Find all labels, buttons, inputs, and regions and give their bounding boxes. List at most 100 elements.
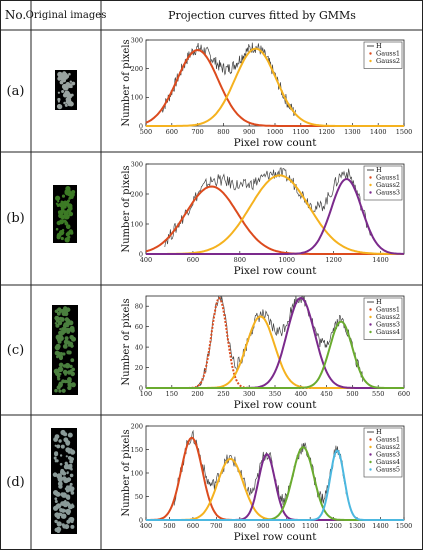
plant-leaf xyxy=(54,434,60,439)
legend-label: Gauss2 xyxy=(376,443,400,451)
x-tick-label: 600 xyxy=(187,256,199,264)
plant-leaf xyxy=(63,101,66,105)
legend-swatch xyxy=(369,315,372,319)
plant-leaf xyxy=(67,235,71,239)
plant-leaf xyxy=(67,456,72,460)
plant-leaf xyxy=(55,195,61,201)
x-tick-label: 150 xyxy=(166,390,178,398)
plant-leaf xyxy=(68,197,71,200)
plant-leaf xyxy=(54,344,61,351)
plant-leaf xyxy=(56,104,62,109)
plant-leaf xyxy=(59,364,62,367)
plant-leaf xyxy=(65,455,68,458)
legend-swatch xyxy=(369,176,372,179)
plant-leaf xyxy=(61,513,65,517)
x-tick-label: 600 xyxy=(398,390,410,398)
plant-leaf xyxy=(66,327,70,332)
plant-leaf xyxy=(65,186,71,192)
legend-swatch xyxy=(369,183,372,187)
plant-leaf xyxy=(57,481,63,487)
legend-label: Gauss3 xyxy=(376,321,400,329)
plant-leaf xyxy=(56,473,62,479)
plant-leaf xyxy=(58,330,63,335)
plant-leaf xyxy=(60,468,65,473)
chart-1: 400 600 800 1000 1200 1400 0 100 200 300 Pixel row… xyxy=(121,160,405,277)
plant-leaf xyxy=(65,441,70,446)
x-tick-label: 1000 xyxy=(278,256,295,264)
legend-label: Gauss5 xyxy=(376,466,400,474)
y-tick-label: 200 xyxy=(131,190,143,198)
plant-leaf xyxy=(70,358,75,363)
legend-box xyxy=(363,165,403,201)
plant-leaf xyxy=(56,521,62,527)
plant-leaf xyxy=(62,364,67,368)
plant-leaf xyxy=(54,497,58,501)
plant-leaf xyxy=(56,370,60,373)
x-tick-label: 1400 xyxy=(372,256,389,264)
legend-swatch xyxy=(369,438,372,441)
plant-leaf xyxy=(57,210,61,214)
x-tick-label: 250 xyxy=(217,390,229,398)
legend-swatch xyxy=(369,453,372,456)
series-H xyxy=(197,295,364,387)
legend-label: H xyxy=(376,428,382,436)
header-no: No. xyxy=(4,8,27,22)
legend-label: H xyxy=(376,166,382,174)
plant-leaf xyxy=(71,81,76,86)
x-tick-label: 600 xyxy=(187,522,199,530)
plant-leaf xyxy=(63,339,69,345)
x-tick-label: 900 xyxy=(257,522,269,530)
y-tick-label: 60 xyxy=(135,323,143,331)
plant-leaf xyxy=(68,380,71,383)
x-tick-label: 800 xyxy=(234,256,246,264)
series-gauss2 xyxy=(146,47,404,127)
y-tick-label: 300 xyxy=(131,36,143,44)
plant-leaf xyxy=(66,471,69,474)
legend-swatch xyxy=(369,191,372,194)
plant-leaf xyxy=(59,80,64,85)
plant-leaf xyxy=(65,494,71,500)
legend-swatch xyxy=(369,59,372,63)
plant-leaf xyxy=(70,491,75,495)
plant-leaf xyxy=(59,219,64,225)
legend-label: Gauss1 xyxy=(376,50,400,58)
plant-leaf xyxy=(56,526,62,532)
plant-leaf xyxy=(70,524,75,529)
plant-leaf xyxy=(70,328,75,333)
legend-label: Gauss3 xyxy=(376,189,400,197)
plant-leaf xyxy=(66,231,71,236)
legend-swatch xyxy=(369,330,372,334)
plant-leaf xyxy=(65,447,71,453)
plant-leaf xyxy=(57,76,62,81)
series-gauss5 xyxy=(146,449,404,521)
y-axis-label: Number of pixels xyxy=(121,39,132,126)
header-original-images: Original images xyxy=(25,9,107,21)
plant-leaf xyxy=(64,336,69,341)
plant-leaf xyxy=(69,517,75,522)
plant-leaf xyxy=(62,352,66,356)
legend-label: Gauss1 xyxy=(376,306,400,314)
plant-leaf xyxy=(54,315,60,321)
x-axis-label: Pixel row count xyxy=(234,265,318,277)
x-tick-label: 600 xyxy=(166,128,178,136)
plant-leaf xyxy=(59,462,63,466)
header-projection-curves: Projection curves fitted by GMMs xyxy=(168,8,356,22)
x-tick-label: 1300 xyxy=(344,128,361,136)
plant-leaf xyxy=(61,388,66,393)
plant-leaf xyxy=(66,224,71,228)
plant-leaf xyxy=(64,501,70,507)
plant-image-d xyxy=(51,428,77,534)
plant-leaf xyxy=(56,515,61,519)
y-tick-label: 100 xyxy=(131,94,143,102)
x-axis-label: Pixel row count xyxy=(234,531,318,543)
plant-leaf xyxy=(60,200,63,203)
y-tick-label: 0 xyxy=(139,250,143,258)
x-tick-label: 1300 xyxy=(349,522,366,530)
legend-swatch xyxy=(369,308,372,311)
y-axis-label: Number of pixels xyxy=(121,298,132,385)
plant-leaf xyxy=(57,320,63,326)
x-tick-label: 100 xyxy=(140,390,152,398)
plant-leaf xyxy=(55,323,60,328)
plant-leaf xyxy=(55,227,59,231)
